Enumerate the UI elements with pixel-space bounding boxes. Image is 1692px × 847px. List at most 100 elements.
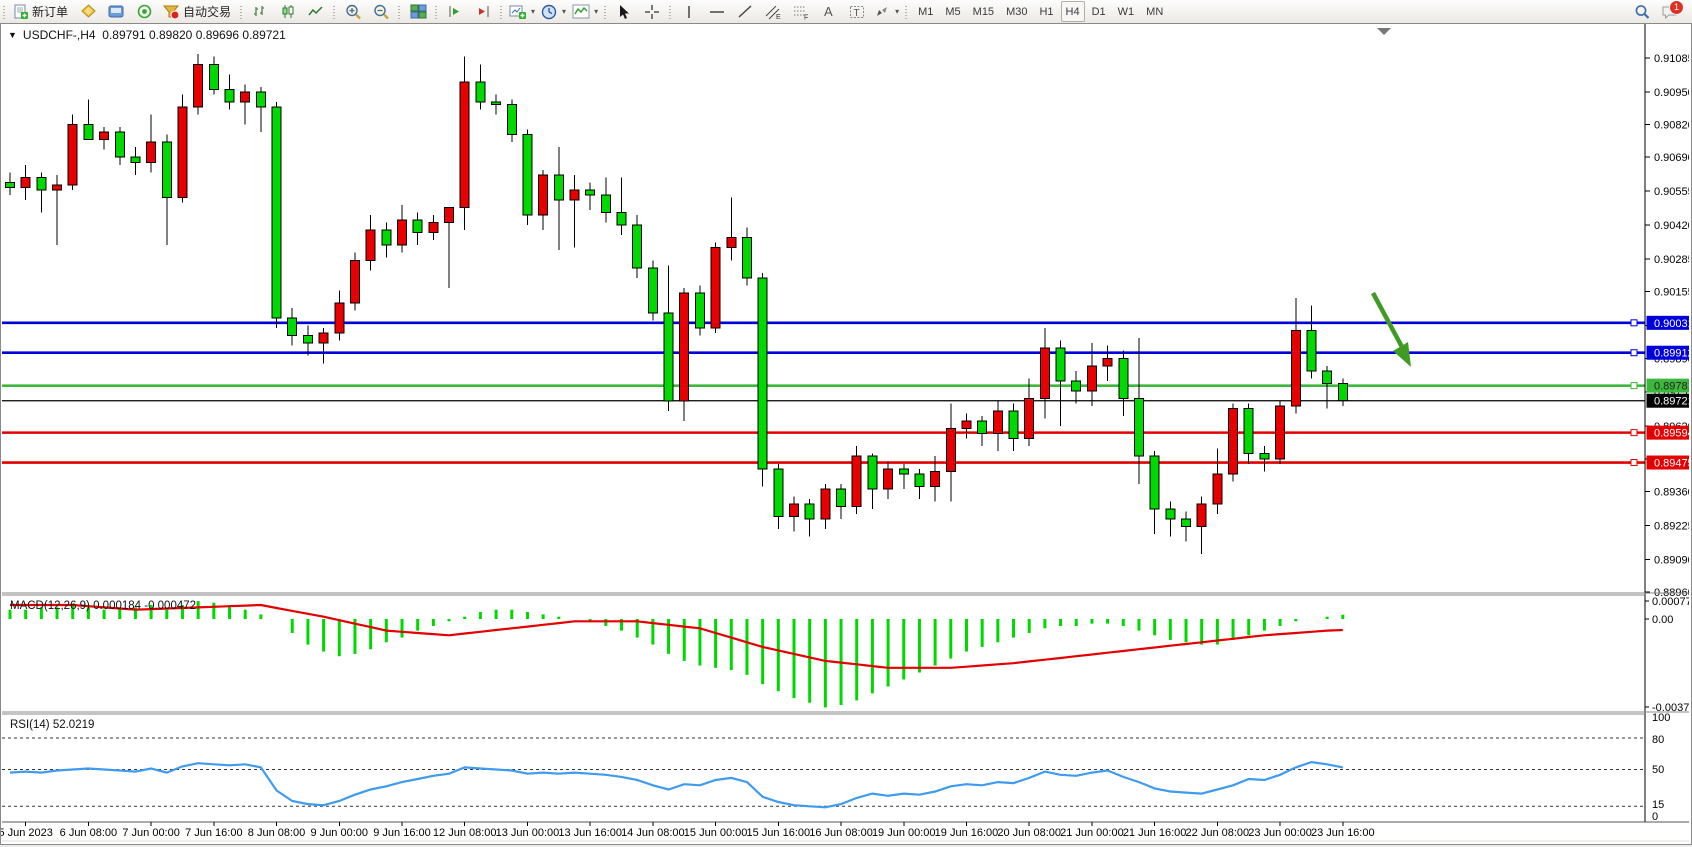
time-tick-label: 6 Jun 08:00 <box>60 827 118 839</box>
time-axis[interactable]: 5 Jun 2023 6 Jun 08:00 7 Jun 00:00 7 Jun 16… <box>0 821 1689 839</box>
market-watch-button[interactable] <box>74 0 102 23</box>
rsi-axis-label: 15 <box>1652 799 1664 811</box>
one-click-trading-arrow-icon[interactable]: ▼ <box>8 30 17 40</box>
timeframe-button-m1[interactable]: M1 <box>918 5 934 18</box>
price-line-label: 0.89912 <box>1654 348 1689 360</box>
bar-chart-icon <box>252 4 268 19</box>
horizontal-line-objects[interactable] <box>2 319 1645 467</box>
svg-text:0.000773: 0.000773 <box>1652 596 1689 608</box>
time-tick-label: 7 Jun 16:00 <box>185 827 243 839</box>
candles-layer <box>5 54 1348 555</box>
timeframe-button-d1[interactable]: D1 <box>1091 5 1106 18</box>
channel-icon: E <box>764 4 782 20</box>
line-anchor-0.90031 <box>1630 319 1638 327</box>
new-order-icon <box>13 4 29 20</box>
main-toolbar: 新订单 自动交易 <box>0 0 1692 24</box>
toolbar-grip <box>2 3 7 20</box>
line-anchor-0.89781 <box>1630 382 1638 390</box>
time-tick-label: 9 Jun 00:00 <box>311 827 369 839</box>
toolbar-grip <box>603 3 609 20</box>
timeframe-button-m15[interactable]: M15 <box>972 5 995 18</box>
arrow-object[interactable] <box>1371 291 1411 367</box>
signals-button[interactable] <box>130 0 158 23</box>
timeframe-button-m30[interactable]: M30 <box>1006 5 1028 18</box>
pane-separator[interactable] <box>2 592 1689 596</box>
search-icon <box>1634 4 1651 20</box>
pane-separator[interactable] <box>2 711 1689 715</box>
chart-shift-marker[interactable] <box>1377 28 1391 35</box>
zoom-in-button[interactable] <box>339 0 367 23</box>
timeframe-button-w1[interactable]: W1 <box>1117 5 1135 18</box>
search-button[interactable] <box>1628 0 1656 23</box>
indicators-button[interactable]: ▾ <box>569 0 601 23</box>
trendline-button[interactable] <box>731 0 759 23</box>
toolbar-grip <box>332 3 338 20</box>
fibonacci-button[interactable]: F <box>787 0 815 23</box>
crosshair-button[interactable] <box>638 0 666 23</box>
bar-chart-button[interactable] <box>246 0 274 23</box>
time-tick-label: 15 Jun 00:00 <box>684 827 748 839</box>
terminal-button[interactable] <box>102 0 130 23</box>
gold-icon <box>80 4 97 19</box>
price-tick-label: 0.91085 <box>1654 53 1689 65</box>
tile-windows-icon <box>410 4 427 19</box>
new-chart-icon <box>509 4 527 20</box>
rsi-pane: 100 80 50 150 <box>2 712 1670 823</box>
profiles-button[interactable]: ▾ <box>538 0 569 23</box>
time-tick-label: 12 Jun 08:00 <box>433 827 497 839</box>
vertical-line-icon <box>683 4 695 20</box>
price-line-label-box <box>1646 378 1692 393</box>
toolbar-grip <box>499 3 505 20</box>
line-chart-button[interactable] <box>302 0 330 23</box>
arrows-tool-icon <box>874 4 891 19</box>
time-tick-label: 19 Jun 16:00 <box>935 827 999 839</box>
vertical-line-button[interactable] <box>675 0 703 23</box>
timeframe-button-mn[interactable]: MN <box>1146 5 1164 18</box>
auto-trading-button[interactable]: 自动交易 <box>158 0 237 23</box>
timeframe-button-h4[interactable]: H4 <box>1060 1 1085 22</box>
tile-windows-button[interactable] <box>404 0 432 23</box>
time-tick-label: 21 Jun 16:00 <box>1123 827 1187 839</box>
notifications-button[interactable]: 1 <box>1656 0 1684 23</box>
terminal-icon <box>108 4 125 19</box>
arrows-tool-button[interactable]: ▾ <box>871 0 902 23</box>
equidistant-channel-button[interactable]: E <box>759 0 787 23</box>
timeframe-button-m5[interactable]: M5 <box>945 5 961 18</box>
svg-text:0.00: 0.00 <box>1652 614 1673 626</box>
auto-scroll-button[interactable] <box>441 0 469 23</box>
timeframe-button-h1[interactable]: H1 <box>1039 5 1054 18</box>
macd-pane: 0.000773 0.00 -0.003782 <box>8 596 1692 714</box>
toolbar-grip <box>239 3 245 20</box>
cursor-icon <box>617 4 631 20</box>
time-tick-label: 14 Jun 08:00 <box>621 827 685 839</box>
zoom-in-icon <box>345 4 362 20</box>
cursor-button[interactable] <box>610 0 638 23</box>
rsi-indicator-label: RSI(14) 52.0219 <box>10 719 95 731</box>
svg-text:A: A <box>824 4 833 19</box>
horizontal-line-button[interactable] <box>703 0 731 23</box>
price-line-label-box <box>1646 315 1692 330</box>
text-label-button[interactable]: T <box>843 0 871 23</box>
rsi-axis-label: 80 <box>1652 734 1664 746</box>
new-chart-button[interactable]: ▾ <box>506 0 538 23</box>
new-order-button[interactable]: 新订单 <box>9 0 74 23</box>
text-label-icon: T <box>849 4 866 20</box>
notification-badge: 1 <box>1669 0 1684 15</box>
text-icon: A <box>822 4 836 19</box>
rsi-line <box>9 760 1344 809</box>
time-tick-label: 20 Jun 08:00 <box>997 827 1061 839</box>
text-button[interactable]: A <box>815 0 843 23</box>
chart-shift-button[interactable] <box>469 0 497 23</box>
price-tick-label: 0.89225 <box>1654 520 1689 532</box>
rsi-axis-label: 0 <box>1652 811 1658 823</box>
zoom-out-button[interactable] <box>367 0 395 23</box>
candlestick-chart-button[interactable] <box>274 0 302 23</box>
time-tick-label: 7 Jun 00:00 <box>122 827 180 839</box>
line-anchor-0.89912 <box>1630 349 1638 357</box>
time-tick-label: 16 Jun 08:00 <box>809 827 873 839</box>
